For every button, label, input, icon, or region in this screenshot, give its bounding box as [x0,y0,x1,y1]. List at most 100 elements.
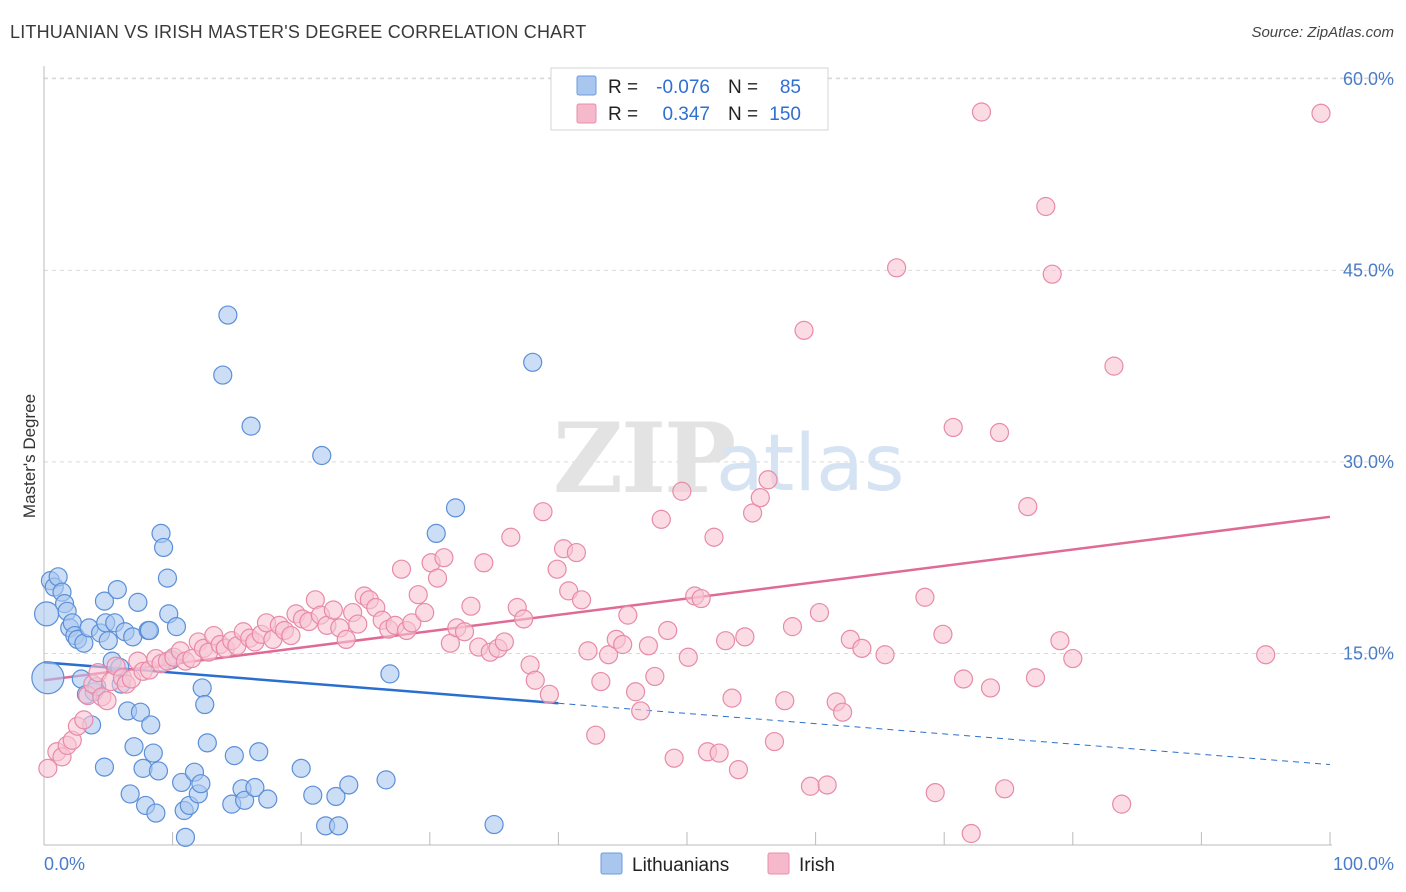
chart-source: Source: ZipAtlas.com [1251,24,1394,41]
point-irish [651,509,671,529]
point-irish [995,779,1015,799]
y-axis-label: Master's Degree [20,394,39,518]
point-irish [348,614,368,634]
point-irish [323,600,343,620]
point-irish [764,731,785,752]
point-lithuanians [128,592,148,612]
point-lithuanians [33,601,60,627]
point-irish [678,647,698,667]
point-irish [631,701,651,721]
point-lithuanians [245,777,265,798]
point-irish [742,503,763,523]
point-lithuanians [235,790,255,810]
point-lithuanians [523,352,543,372]
point-irish [514,609,534,629]
y-tick-label-60: 60.0% [1343,69,1394,89]
point-lithuanians [258,789,278,809]
axis-layer [43,66,1332,846]
point-irish [494,632,514,652]
point-irish [664,748,684,768]
x-tick-label-min: 0.0% [44,854,85,874]
point-lithuanians [107,579,127,600]
point-irish [1042,264,1062,284]
point-irish [613,634,633,655]
point-lithuanians [312,445,332,466]
point-irish [658,620,678,641]
point-lithuanians [120,784,140,804]
point-irish [434,548,454,568]
points-lithuanians [31,305,543,847]
point-irish [525,670,545,690]
point-lithuanians [376,770,396,790]
series-legend-swatch-irish [767,852,790,875]
point-irish [625,682,646,702]
point-lithuanians [166,617,187,637]
stats-legend-box [550,67,829,131]
point-irish [953,669,974,689]
point-irish [704,527,724,547]
point-irish [833,702,853,722]
point-irish [415,602,435,623]
point-lithuanians [172,772,192,793]
x-ticks [43,832,1331,845]
point-lithuanians [191,774,211,794]
point-lithuanians [94,591,115,611]
point-irish [1036,196,1056,217]
point-irish [571,590,592,610]
point-lithuanians [139,620,160,641]
point-lithuanians [197,733,217,753]
point-lithuanians [175,827,196,847]
point-irish [598,645,619,665]
point-irish [533,502,553,522]
legend-r-label-1: R = [608,104,638,125]
legend-r-value-0: -0.076 [656,77,710,98]
legend-swatch-lithuanians [576,75,597,96]
point-irish [887,258,907,278]
point-irish [709,743,729,763]
point-irish [915,587,935,607]
point-irish [1311,103,1331,123]
y-tick-labels: 15.0% 30.0% 45.0% 60.0% [1343,69,1394,664]
point-irish [782,617,803,637]
chart-title: LITHUANIAN VS IRISH MASTER'S DEGREE CORR… [10,22,587,42]
point-lithuanians [241,416,261,436]
point-lithuanians [143,743,163,763]
point-irish [794,320,814,340]
point-irish [281,625,301,646]
point-irish [1063,648,1083,669]
point-lithuanians [249,742,269,762]
x-tick-label-max: 100.0% [1333,854,1394,874]
point-irish [943,417,963,438]
y-tick-label-45: 45.0% [1343,260,1394,280]
point-lithuanians [146,803,166,823]
point-irish [586,725,606,745]
point-irish [408,585,428,605]
point-lithuanians [124,737,144,757]
point-lithuanians [31,661,65,695]
legend-r-label-0: R = [608,77,638,98]
point-irish [971,102,992,122]
series-legend-swatch-lithuanians [600,852,623,875]
point-irish [1050,631,1070,651]
point-irish [638,636,659,656]
point-lithuanians [98,631,118,651]
point-irish [980,678,1001,698]
point-lithuanians [218,305,238,325]
point-lithuanians [339,775,359,795]
point-irish [1256,645,1276,665]
point-irish [402,613,422,633]
point-irish [591,671,611,692]
series-legend-label-irish: Irish [799,855,835,876]
point-irish [74,710,94,730]
point-lithuanians [484,814,504,835]
point-irish [454,622,475,642]
series-legend: Lithuanians Irish [600,852,835,876]
point-irish [961,823,981,844]
point-irish [925,783,945,803]
point-irish [578,641,598,661]
point-irish [461,596,481,616]
point-lithuanians [426,523,446,544]
point-irish [775,691,795,711]
point-lithuanians [195,694,215,715]
